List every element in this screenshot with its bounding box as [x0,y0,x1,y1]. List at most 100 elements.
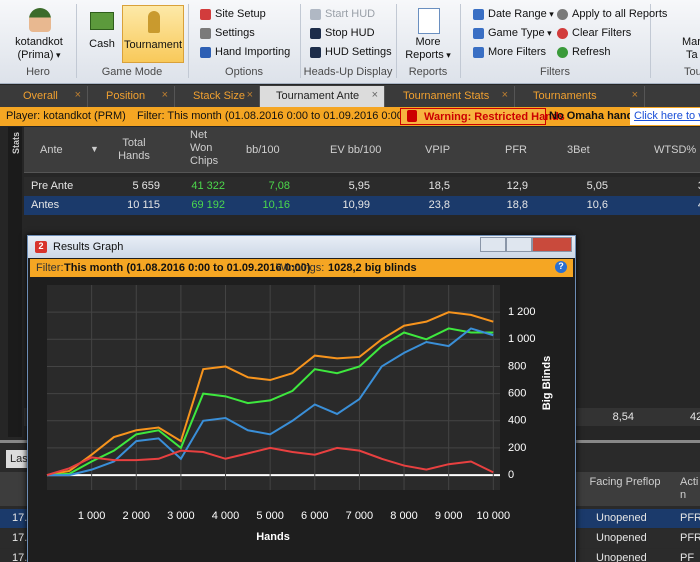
tab-close: × [371,89,378,101]
ribbon-button[interactable]: Mar [682,36,700,48]
group-label: Options [225,66,263,78]
graph-window [27,235,576,562]
ribbon-icon [200,9,211,20]
window-button[interactable] [532,237,572,252]
table-cell: 4 [624,199,700,211]
help-icon[interactable]: ? [555,261,567,273]
ribbon-icon [200,47,211,58]
hero-name[interactable]: kotandkot [15,36,63,48]
tab[interactable]: Tournament Ante × [260,86,385,107]
ribbon-icon [473,9,484,20]
ribbon-icon [310,9,321,20]
table-row[interactable] [24,177,700,196]
column-header[interactable]: bb/100 [246,144,280,156]
window-title: Results Graph [53,241,124,253]
ribbon-button[interactable]: Game Type [488,27,552,39]
group-label: Tou [684,66,700,78]
group-label: Hero [26,66,50,78]
table-cell: 12,9 [506,180,528,192]
reports-icon [418,8,440,34]
winnings-value: 1028,2 big blinds [328,262,417,274]
tab[interactable]: Stack Size × [175,86,260,107]
tab-close: × [161,89,168,101]
column-header[interactable]: EV bb/100 [330,144,382,156]
ribbon-button[interactable]: Clear Filters [572,27,632,39]
ribbon-button[interactable]: HUD Settings [325,46,392,58]
tournament-label: Tournament [123,39,183,51]
table-cell: 5 659 [132,180,160,192]
column-header: Acti n [680,476,699,501]
filter-value: This month (01.08.2016 0:00 to 01.09.201… [64,262,311,274]
side-label: Stats [11,131,22,155]
filter-label: Filter: This month (01.08.2016 0:00 to 0… [137,110,407,122]
tab[interactable]: Tournaments × [515,86,645,107]
ribbon-button[interactable]: Stop HUD [325,27,375,39]
table-cell: Unopened [596,532,647,544]
column-header[interactable]: Ante [40,144,63,156]
group-separator [300,4,301,78]
table-cell: 18,8 [506,199,528,211]
table-cell: Antes [31,199,60,211]
group-separator [76,4,77,78]
window-button[interactable] [480,237,506,252]
tab-close: × [631,89,638,101]
table-cell: 8,54 [612,411,634,423]
table-cell: 69 192 [191,199,225,211]
ribbon-icon [557,47,568,58]
group-label: Filters [540,66,570,78]
ribbon-button[interactable]: Hand Importing [215,46,291,58]
group-separator [396,4,397,78]
more-reports[interactable]: More Reports [403,36,453,62]
table-cell: PFR [680,512,700,524]
table-cell: 10,6 [586,199,608,211]
trophy-icon [148,11,160,33]
tab[interactable]: Position × [88,86,175,107]
hero-site[interactable]: (Prima) [8,49,70,61]
graph-filter-bar [30,259,573,277]
ribbon-button[interactable]: Start HUD [325,8,376,20]
column-header[interactable]: 3Bet [567,144,590,156]
ribbon-button[interactable]: Ta [686,49,698,61]
tab-close: × [501,89,508,101]
group-label: Reports [408,66,448,78]
warning-icon [407,110,417,122]
table-cell: Unopened [596,552,647,562]
tournament-button[interactable]: Tournament [122,5,184,63]
group-label: Game Mode [101,66,163,78]
tab[interactable]: Overall × [5,86,88,107]
ribbon-button[interactable]: Site Setup [215,8,266,20]
table-row[interactable] [24,196,700,215]
ribbon-icon [557,28,568,39]
ribbon-button[interactable]: Refresh [572,46,611,58]
table-cell: Pre Ante [31,180,74,192]
column-header: Facing Preflop [589,476,661,488]
ribbon-button[interactable]: Settings [215,27,255,39]
ribbon-button[interactable]: More Filters [488,46,547,58]
table-cell: PF [680,552,695,562]
tab-close: × [74,89,81,101]
column-header[interactable]: WTSD% [654,144,697,156]
filter-key: Filter: [36,262,64,274]
dropdown-arrow: ▼ [90,144,99,154]
column-header[interactable]: Net Won Chips [190,129,219,167]
table-cell: 5,05 [586,180,608,192]
table-cell: 42 [690,411,700,423]
cash-button[interactable]: Cash [89,38,115,50]
winnings-key: Winnings: [276,262,325,274]
window-button[interactable] [506,237,532,252]
side-strip [8,127,22,437]
link[interactable]: Click here to v [630,108,700,125]
table-cell: 10,16 [262,199,290,211]
ribbon-icon [200,28,211,39]
ribbon-icon [557,9,568,20]
column-header[interactable]: Total Hands [118,137,150,162]
lower-tab[interactable]: Las [6,450,28,468]
ribbon-button[interactable]: Apply to all Reports [572,8,668,20]
omaha-note: No Omaha hands. [549,110,643,122]
tab[interactable]: Tournament Stats × [385,86,515,107]
column-header[interactable]: VPIP [425,144,451,156]
column-header[interactable]: PFR [505,144,527,156]
ribbon-button[interactable]: Date Range [488,8,554,20]
hero-avatar[interactable] [29,8,51,32]
